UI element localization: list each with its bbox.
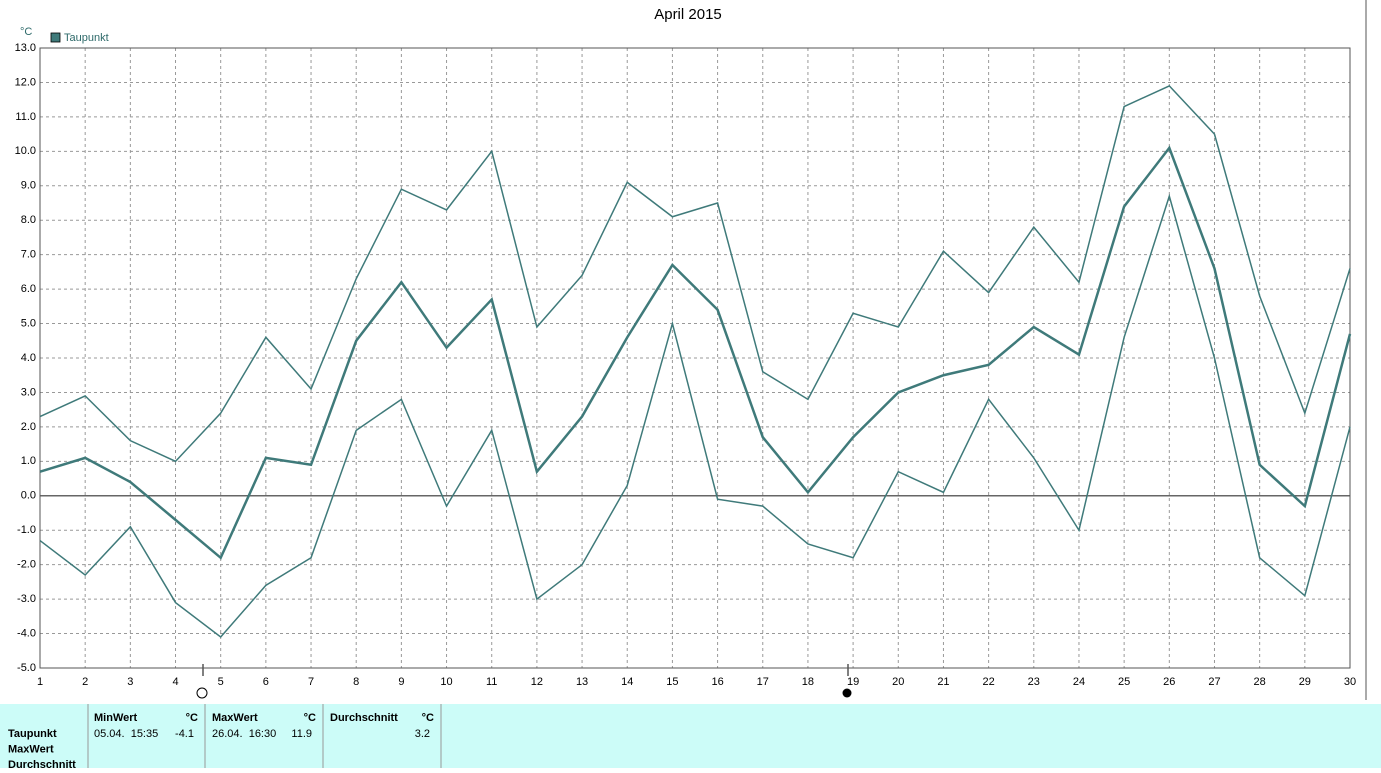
y-tick-label: 11.0 xyxy=(15,111,36,123)
x-tick-label: 25 xyxy=(1118,676,1130,688)
full-moon-icon xyxy=(196,687,208,699)
x-tick-label: 17 xyxy=(757,676,769,688)
x-tick-label: 16 xyxy=(711,676,723,688)
x-tick-label: 29 xyxy=(1299,676,1311,688)
x-tick-label: 12 xyxy=(531,676,543,688)
y-tick-label: 0.0 xyxy=(21,490,36,502)
data-line xyxy=(39,193,1351,639)
x-tick-label: 23 xyxy=(1028,676,1040,688)
x-tick-label: 10 xyxy=(440,676,452,688)
legend-swatch xyxy=(50,32,61,43)
x-tick-label: 1 xyxy=(37,676,43,688)
y-tick-label: -3.0 xyxy=(17,593,36,605)
x-tick-label: 13 xyxy=(576,676,588,688)
y-tick-label: 1.0 xyxy=(21,455,36,467)
legend-label: Taupunkt xyxy=(64,32,109,44)
row-label: Durchschnitt xyxy=(8,759,76,768)
row-label: MaxWert xyxy=(8,743,54,755)
y-unit: °C xyxy=(20,26,32,38)
column-title: MaxWert xyxy=(212,712,258,724)
cell-time: 26.04. 16:30 xyxy=(212,728,276,740)
chart-title: April 2015 xyxy=(654,6,722,23)
y-tick-label: -1.0 xyxy=(17,524,36,536)
x-tick-label: 2 xyxy=(82,676,88,688)
x-tick-label: 14 xyxy=(621,676,633,688)
x-tick-label: 22 xyxy=(982,676,994,688)
y-tick-label: 3.0 xyxy=(21,386,36,398)
cell-value: 3.2 xyxy=(415,728,430,740)
data-line xyxy=(39,145,1352,560)
column-unit: °C xyxy=(186,712,198,724)
new-moon-icon xyxy=(842,688,852,698)
x-tick-label: 24 xyxy=(1073,676,1085,688)
y-tick-label: -5.0 xyxy=(17,662,36,674)
x-tick-label: 15 xyxy=(666,676,678,688)
y-tick-label: 5.0 xyxy=(21,317,36,329)
data-line xyxy=(39,84,1351,463)
x-tick-label: 8 xyxy=(353,676,359,688)
y-tick-label: 10.0 xyxy=(15,145,36,157)
x-tick-label: 6 xyxy=(263,676,269,688)
row-label: Taupunkt xyxy=(8,728,57,740)
cell-value: 11.9 xyxy=(291,728,312,740)
y-tick-label: 4.0 xyxy=(21,352,36,364)
plot-border xyxy=(39,47,1351,669)
x-tick-label: 18 xyxy=(802,676,814,688)
y-tick-label: 8.0 xyxy=(21,214,36,226)
y-tick-label: 2.0 xyxy=(21,421,36,433)
x-tick-label: 5 xyxy=(218,676,224,688)
x-tick-label: 26 xyxy=(1163,676,1175,688)
column-unit: °C xyxy=(422,712,434,724)
x-tick-label: 27 xyxy=(1208,676,1220,688)
x-tick-label: 9 xyxy=(398,676,404,688)
x-tick-label: 3 xyxy=(127,676,133,688)
x-tick-label: 4 xyxy=(172,676,178,688)
column-unit: °C xyxy=(304,712,316,724)
table-background xyxy=(0,704,1381,768)
y-tick-label: -2.0 xyxy=(17,559,36,571)
x-tick-label: 19 xyxy=(847,676,859,688)
column-title: MinWert xyxy=(94,712,138,724)
y-tick-label: 6.0 xyxy=(21,283,36,295)
y-tick-label: 9.0 xyxy=(21,180,36,192)
y-tick-label: -4.0 xyxy=(17,627,36,639)
cell-value: -4.1 xyxy=(175,728,194,740)
x-tick-label: 28 xyxy=(1254,676,1266,688)
x-tick-label: 11 xyxy=(486,676,497,688)
x-tick-label: 21 xyxy=(937,676,949,688)
cell-time: 05.04. 15:35 xyxy=(94,728,158,740)
x-tick-label: 20 xyxy=(892,676,904,688)
y-tick-label: 7.0 xyxy=(21,249,36,261)
y-tick-label: 12.0 xyxy=(15,76,36,88)
y-tick-label: 13.0 xyxy=(15,42,36,54)
x-tick-label: 30 xyxy=(1344,676,1356,688)
column-title: Durchschnitt xyxy=(330,712,398,724)
x-tick-label: 7 xyxy=(308,676,314,688)
